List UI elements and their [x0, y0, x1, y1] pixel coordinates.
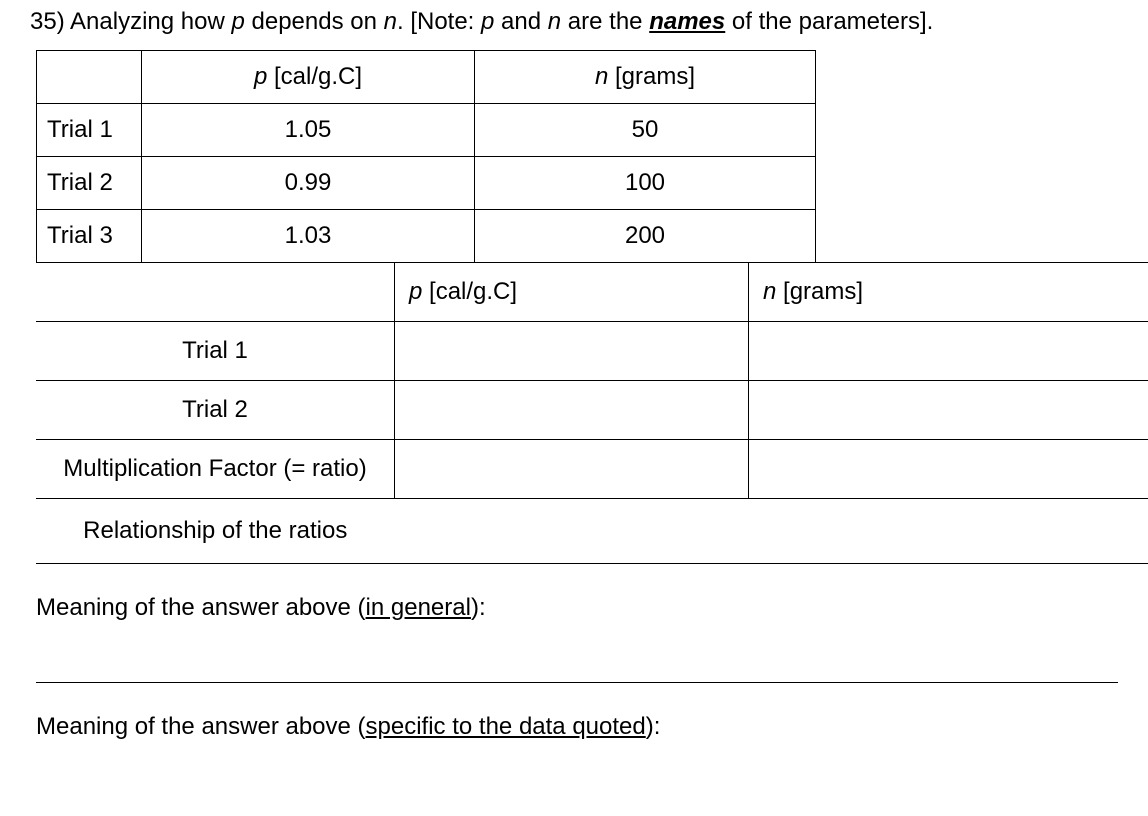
table-row: Trial 1 1.05 50	[37, 104, 816, 157]
header-p: p [cal/g.C]	[142, 51, 475, 104]
cell-n: 50	[475, 104, 816, 157]
cell-p: 0.99	[142, 157, 475, 210]
meaning-section: Meaning of the answer above (in general)…	[30, 594, 1118, 741]
relationship-row: Relationship of the ratios	[36, 499, 1148, 564]
header-n: n [grams]	[475, 51, 816, 104]
meaning-general: Meaning of the answer above (in general)…	[36, 594, 1118, 622]
meaning-general-prefix: Meaning of the answer above (	[36, 594, 366, 621]
row-label: Trial 2	[37, 157, 142, 210]
question-text-and: and	[494, 8, 547, 35]
analysis-header-p-unit: [cal/g.C]	[422, 278, 517, 305]
analysis-cell-n[interactable]	[749, 322, 1148, 381]
table-row: Trial 3 1.03 200	[37, 210, 816, 263]
question-text-3: . [Note:	[397, 8, 481, 35]
analysis-header-n-unit: [grams]	[776, 278, 863, 305]
analysis-header-n-var: n	[763, 278, 776, 305]
question-text-4: are the	[561, 8, 649, 35]
analysis-cell-p[interactable]	[395, 381, 749, 440]
analysis-table: p [cal/g.C] n [grams] Trial 1 Trial 2 Mu…	[36, 262, 1148, 564]
table-row: Trial 2 0.99 100	[37, 157, 816, 210]
meaning-specific-prefix: Meaning of the answer above (	[36, 713, 366, 740]
analysis-row: Multiplication Factor (= ratio)	[36, 440, 1148, 499]
analysis-header-n: n [grams]	[749, 263, 1148, 322]
data-table-wrap: p [cal/g.C] n [grams] Trial 1 1.05 50 Tr…	[30, 50, 1118, 263]
relationship-value[interactable]	[395, 499, 749, 564]
analysis-cell-p[interactable]	[395, 322, 749, 381]
header-blank	[37, 51, 142, 104]
meaning-specific-suffix: ):	[646, 713, 661, 740]
analysis-row: Trial 1	[36, 322, 1148, 381]
analysis-row-label: Trial 2	[36, 381, 395, 440]
row-label: Trial 3	[37, 210, 142, 263]
header-n-var: n	[595, 63, 608, 90]
table-header-row: p [cal/g.C] n [grams]	[37, 51, 816, 104]
var-p: p	[231, 8, 244, 35]
question-prompt: 35) Analyzing how p depends on n. [Note:…	[30, 8, 1118, 36]
cell-n: 200	[475, 210, 816, 263]
analysis-header-p: p [cal/g.C]	[395, 263, 749, 322]
question-text-2: depends on	[245, 8, 384, 35]
var-n-2: n	[548, 8, 561, 35]
relationship-label: Relationship of the ratios	[36, 499, 395, 564]
analysis-row-label: Multiplication Factor (= ratio)	[36, 440, 395, 499]
row-label: Trial 1	[37, 104, 142, 157]
worksheet-page: 35) Analyzing how p depends on n. [Note:…	[0, 0, 1148, 771]
var-p-2: p	[481, 8, 494, 35]
question-text-1: Analyzing how	[70, 8, 231, 35]
header-n-unit: [grams]	[608, 63, 695, 90]
cell-p: 1.05	[142, 104, 475, 157]
analysis-header-blank	[36, 263, 395, 322]
analysis-header-row: p [cal/g.C] n [grams]	[36, 263, 1148, 322]
meaning-specific: Meaning of the answer above (specific to…	[36, 713, 1118, 741]
meaning-general-ul: in general	[366, 594, 471, 621]
question-number: 35)	[30, 8, 65, 35]
var-n: n	[384, 8, 397, 35]
question-text-5: of the parameters].	[725, 8, 933, 35]
analysis-cell-n[interactable]	[749, 440, 1148, 499]
meaning-specific-ul: specific to the data quoted	[366, 713, 646, 740]
analysis-row-label: Trial 1	[36, 322, 395, 381]
analysis-header-p-var: p	[409, 278, 422, 305]
analysis-row: Trial 2	[36, 381, 1148, 440]
relationship-value-cont[interactable]	[749, 499, 1148, 564]
answer-line-1[interactable]	[36, 682, 1118, 683]
header-p-unit: [cal/g.C]	[267, 63, 362, 90]
question-names: names	[649, 8, 725, 35]
header-p-var: p	[254, 63, 267, 90]
analysis-table-wrap: p [cal/g.C] n [grams] Trial 1 Trial 2 Mu…	[30, 262, 1118, 564]
analysis-cell-p[interactable]	[395, 440, 749, 499]
data-table: p [cal/g.C] n [grams] Trial 1 1.05 50 Tr…	[36, 50, 816, 263]
analysis-cell-n[interactable]	[749, 381, 1148, 440]
cell-p: 1.03	[142, 210, 475, 263]
meaning-general-suffix: ):	[471, 594, 486, 621]
cell-n: 100	[475, 157, 816, 210]
